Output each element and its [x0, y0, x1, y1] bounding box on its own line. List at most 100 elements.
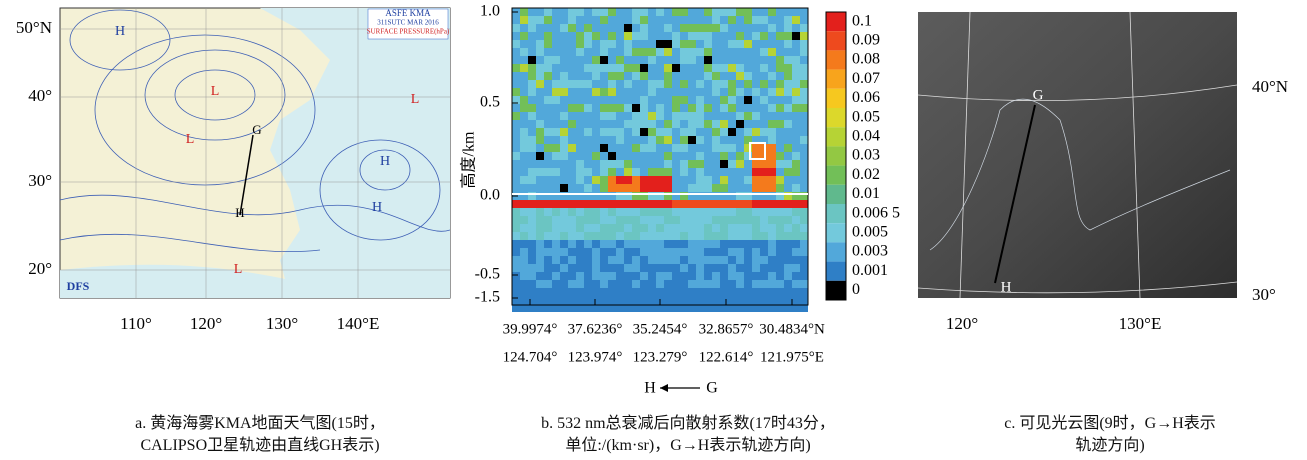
curtain-cell — [688, 184, 696, 192]
curtain-cell — [632, 8, 640, 16]
curtain-cell — [784, 48, 792, 56]
curtain-cell — [624, 176, 632, 184]
curtain-cell — [784, 56, 792, 64]
track-label: G — [1033, 87, 1044, 103]
curtain-cell — [520, 144, 528, 152]
map-header: SURFACE PRESSURE(hPa) — [367, 28, 450, 36]
curtain-cell — [696, 256, 704, 264]
curtain-cell — [800, 56, 808, 64]
curtain-cell — [720, 240, 728, 248]
curtain-cell — [680, 88, 688, 96]
curtain-cell — [696, 8, 704, 16]
y-tick-label: 0.0 — [480, 187, 500, 204]
curtain-cell — [736, 240, 744, 248]
curtain-cell — [712, 176, 720, 184]
curtain-cell — [768, 160, 776, 168]
curtain-cell — [784, 248, 792, 256]
curtain-cell — [528, 176, 536, 184]
curtain-cell — [632, 192, 640, 200]
curtain-cell — [784, 240, 792, 248]
curtain-cell — [704, 72, 712, 80]
curtain-cell — [536, 232, 544, 240]
curtain-cell — [656, 40, 664, 48]
curtain-cell — [528, 232, 536, 240]
curtain-cell — [760, 72, 768, 80]
curtain-cell — [560, 96, 568, 104]
curtain-cell — [720, 168, 728, 176]
curtain-cell — [664, 160, 672, 168]
curtain-cell — [616, 224, 624, 232]
curtain-cell — [624, 248, 632, 256]
curtain-cell — [512, 24, 520, 32]
curtain-cell — [760, 32, 768, 40]
curtain-cell — [616, 8, 624, 16]
curtain-cell — [776, 200, 784, 208]
curtain-cell — [536, 304, 544, 312]
curtain-cell — [640, 256, 648, 264]
curtain-cell — [576, 8, 584, 16]
curtain-cell — [624, 168, 632, 176]
curtain-cell — [528, 152, 536, 160]
curtain-cell — [656, 240, 664, 248]
curtain-cell — [544, 272, 552, 280]
curtain-cell — [784, 104, 792, 112]
curtain-cell — [552, 96, 560, 104]
curtain-cell — [632, 104, 640, 112]
curtain-cell — [672, 224, 680, 232]
curtain-cell — [744, 296, 752, 304]
curtain-cell — [672, 184, 680, 192]
curtain-cell — [632, 288, 640, 296]
curtain-cell — [704, 224, 712, 232]
curtain-cell — [608, 224, 616, 232]
curtain-cell — [592, 224, 600, 232]
curtain-cell — [800, 184, 808, 192]
curtain-cell — [712, 32, 720, 40]
curtain-cell — [680, 248, 688, 256]
curtain-cell — [560, 240, 568, 248]
curtain-cell — [752, 80, 760, 88]
curtain-cell — [760, 64, 768, 72]
curtain-cell — [696, 136, 704, 144]
x-tick-label: 35.2454° — [633, 321, 688, 337]
curtain-cell — [568, 216, 576, 224]
curtain-cell — [736, 296, 744, 304]
curtain-cell — [640, 64, 648, 72]
pressure-center: L — [234, 262, 243, 277]
curtain-cell — [728, 8, 736, 16]
curtain-cell — [520, 168, 528, 176]
curtain-cell — [528, 288, 536, 296]
curtain-cell — [536, 240, 544, 248]
colorbar-frame — [825, 11, 847, 301]
curtain-cell — [592, 32, 600, 40]
curtain-cell — [760, 184, 768, 192]
curtain-cell — [552, 224, 560, 232]
curtain-cell — [704, 264, 712, 272]
curtain-cell — [640, 184, 648, 192]
curtain-cell — [704, 288, 712, 296]
curtain-cell — [560, 40, 568, 48]
curtain-cell — [552, 136, 560, 144]
curtain-cell — [736, 56, 744, 64]
curtain-cell — [576, 200, 584, 208]
curtain-cell — [704, 240, 712, 248]
curtain-cell — [704, 88, 712, 96]
curtain-cell — [768, 192, 776, 200]
curtain-cell — [632, 32, 640, 40]
curtain-cell — [536, 256, 544, 264]
curtain-cell — [544, 32, 552, 40]
curtain-cell — [720, 144, 728, 152]
curtain-cell — [584, 8, 592, 16]
curtain-cell — [696, 168, 704, 176]
curtain-cell — [712, 184, 720, 192]
curtain-cell — [704, 152, 712, 160]
curtain-cell — [728, 264, 736, 272]
curtain-cell — [720, 48, 728, 56]
curtain-cell — [552, 152, 560, 160]
curtain-cell — [552, 256, 560, 264]
curtain-cell — [760, 280, 768, 288]
curtain-cell — [552, 304, 560, 312]
curtain-cell — [512, 136, 520, 144]
curtain-cell — [720, 8, 728, 16]
curtain-cell — [696, 16, 704, 24]
curtain-cell — [512, 280, 520, 288]
